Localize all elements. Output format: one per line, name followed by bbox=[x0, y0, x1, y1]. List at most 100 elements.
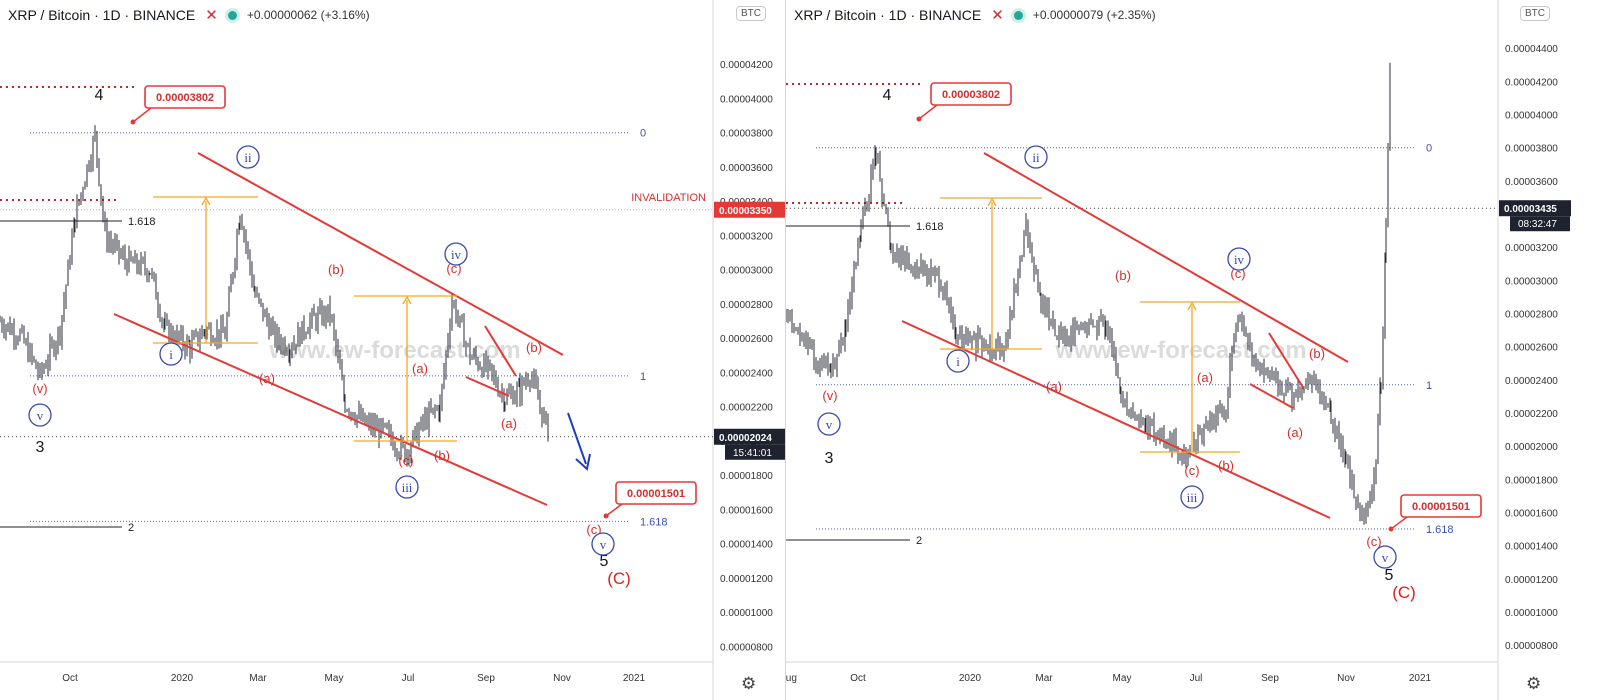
chart-canvas-right[interactable]: 0.00004400 0.00004200 0.00004000 0.00003800… bbox=[786, 0, 1598, 700]
wave-label: (v) bbox=[32, 381, 47, 396]
wave-label: 4 bbox=[95, 87, 104, 104]
close-icon[interactable]: ✕ bbox=[205, 7, 218, 24]
wave-circle-label: ii bbox=[1032, 150, 1040, 165]
chart-canvas-left[interactable]: 0.00004200 0.00004000 0.00003800 0.00003600… bbox=[0, 0, 786, 700]
wave-label: 3 bbox=[825, 450, 834, 467]
y-tick-label: 0.00002000 bbox=[1505, 442, 1558, 453]
lower-channel-line bbox=[113, 313, 548, 506]
wave-label: (v) bbox=[822, 388, 837, 403]
y-tick-label: 0.00002800 bbox=[720, 300, 773, 311]
y-tick-label: 0.00003800 bbox=[720, 129, 773, 140]
wave-circle-label: iv bbox=[1234, 252, 1245, 267]
gear-icon[interactable]: ⚙ bbox=[741, 674, 757, 693]
y-tick-label: 0.00004200 bbox=[720, 60, 773, 71]
fib-level-label: 1.618 bbox=[640, 516, 668, 528]
wave-circle bbox=[1180, 485, 1204, 509]
wave-label: (C) bbox=[607, 569, 631, 588]
wave-label: (a) bbox=[1287, 425, 1303, 440]
chart-panel-right[interactable]: 0.00004400 0.00004200 0.00004000 0.00003800… bbox=[786, 0, 1598, 700]
wave-circle-label: ii bbox=[244, 150, 252, 165]
x-tick-label: 2020 bbox=[171, 673, 194, 684]
wave-circle-label: v bbox=[1382, 550, 1389, 565]
lower-channel-line bbox=[901, 320, 1331, 519]
target-high-callout-label: 0.00003802 bbox=[156, 92, 214, 104]
y-tick-label: 0.00002600 bbox=[720, 334, 773, 345]
projection-arrowhead bbox=[575, 453, 591, 471]
wave-label: (C) bbox=[1392, 583, 1416, 602]
wave-label: (b) bbox=[434, 448, 450, 463]
wave-circle bbox=[28, 403, 52, 427]
countdown-label: 08:32:47 bbox=[1518, 219, 1557, 230]
symbol-label[interactable]: XRP / Bitcoin · 1D · BINANCE bbox=[794, 7, 982, 23]
invalidation-price-box bbox=[714, 201, 785, 218]
x-tick-label: Aug bbox=[786, 673, 797, 684]
y-tick-label: 0.00003800 bbox=[1505, 144, 1558, 155]
x-tick-label: Jul bbox=[1190, 673, 1203, 684]
x-tick-label: May bbox=[325, 673, 344, 684]
retracement-arrowhead bbox=[1187, 301, 1197, 311]
gear-icon[interactable]: ⚙ bbox=[1526, 674, 1542, 693]
y-tick-label: 0.00000800 bbox=[720, 642, 773, 653]
wave-circle bbox=[159, 342, 183, 366]
price-change: +0.00000062 (+3.16%) bbox=[246, 8, 370, 22]
y-tick-label: 0.00003600 bbox=[1505, 177, 1558, 188]
fib-level-label: 0 bbox=[640, 128, 646, 140]
target-high-callout-box bbox=[144, 85, 226, 109]
target-high-callout-pointer bbox=[918, 104, 938, 120]
y-tick-label: 0.00001000 bbox=[720, 608, 773, 619]
y-tick-label: 0.00002800 bbox=[1505, 310, 1558, 321]
wave-circle-label: i bbox=[169, 347, 173, 362]
wave-circle-label: iv bbox=[451, 247, 462, 262]
x-tick-label: Nov bbox=[553, 673, 571, 684]
chart-header-left: XRP / Bitcoin · 1D · BINANCE ✕ +0.000000… bbox=[8, 6, 370, 24]
wedge-line-upper bbox=[484, 325, 517, 377]
wave-circle bbox=[1227, 247, 1251, 271]
y-tick-label: 0.00003000 bbox=[1505, 276, 1558, 287]
candles-group bbox=[786, 62, 1391, 525]
y-tick-label: 0.00001200 bbox=[720, 574, 773, 585]
currency-badge[interactable]: BTC bbox=[736, 6, 766, 21]
target-low-callout-label: 0.00001501 bbox=[627, 488, 685, 500]
fib-level-label: 1 bbox=[640, 371, 646, 383]
wave-label: (b) bbox=[1309, 346, 1325, 361]
x-tick-label: May bbox=[1113, 673, 1132, 684]
wave-label: (c) bbox=[1184, 463, 1199, 478]
wave-label: 3 bbox=[36, 439, 45, 456]
fib-level-label: 1 bbox=[1426, 380, 1432, 392]
y-tick-label: 0.00002400 bbox=[720, 368, 773, 379]
target-low-callout-pointer bbox=[1390, 516, 1408, 530]
chart-header-right: XRP / Bitcoin · 1D · BINANCE ✕ +0.000000… bbox=[794, 6, 1156, 24]
fib-level-label: 1.618 bbox=[1426, 524, 1454, 536]
close-icon[interactable]: ✕ bbox=[991, 7, 1004, 24]
wave-label: 5 bbox=[600, 553, 609, 570]
wave-label: (b) bbox=[526, 340, 542, 355]
y-tick-label: 0.00001000 bbox=[1505, 608, 1558, 619]
wedge-line-lower bbox=[1249, 383, 1294, 409]
invalidation-label: INVALIDATION bbox=[631, 192, 706, 204]
last-price-box bbox=[1499, 200, 1571, 217]
target-high-callout-box bbox=[930, 82, 1012, 106]
symbol-label[interactable]: XRP / Bitcoin · 1D · BINANCE bbox=[8, 7, 196, 23]
x-tick-label: Nov bbox=[1337, 673, 1355, 684]
wave-label: (a) bbox=[1197, 370, 1213, 385]
wedge-line-lower bbox=[465, 376, 510, 397]
y-tick-label: 0.00000800 bbox=[1505, 641, 1558, 652]
currency-badge[interactable]: BTC bbox=[1520, 6, 1550, 21]
candles-group bbox=[0, 125, 549, 467]
target-low-callout-tip bbox=[603, 513, 609, 519]
countdown-box bbox=[725, 444, 785, 460]
last-price-label: 0.00002024 bbox=[719, 433, 772, 444]
target-high-callout-pointer bbox=[132, 107, 152, 123]
chart-panel-left[interactable]: 0.00004200 0.00004000 0.00003800 0.00003600… bbox=[0, 0, 786, 700]
y-tick-label: 0.00002200 bbox=[1505, 409, 1558, 420]
watermark: www.ew-forecast.com bbox=[268, 337, 520, 364]
y-tick-label: 0.00003200 bbox=[1505, 243, 1558, 254]
upper-channel-line bbox=[197, 152, 564, 356]
wave-circle bbox=[1373, 545, 1397, 569]
wave-label: 5 bbox=[1385, 567, 1394, 584]
target-low-callout-box bbox=[1400, 494, 1482, 518]
y-tick-label: 0.00004000 bbox=[1505, 111, 1558, 122]
x-tick-label: Oct bbox=[62, 673, 78, 684]
target-high-callout-tip bbox=[916, 116, 922, 122]
price-change: +0.00000079 (+2.35%) bbox=[1032, 8, 1156, 22]
